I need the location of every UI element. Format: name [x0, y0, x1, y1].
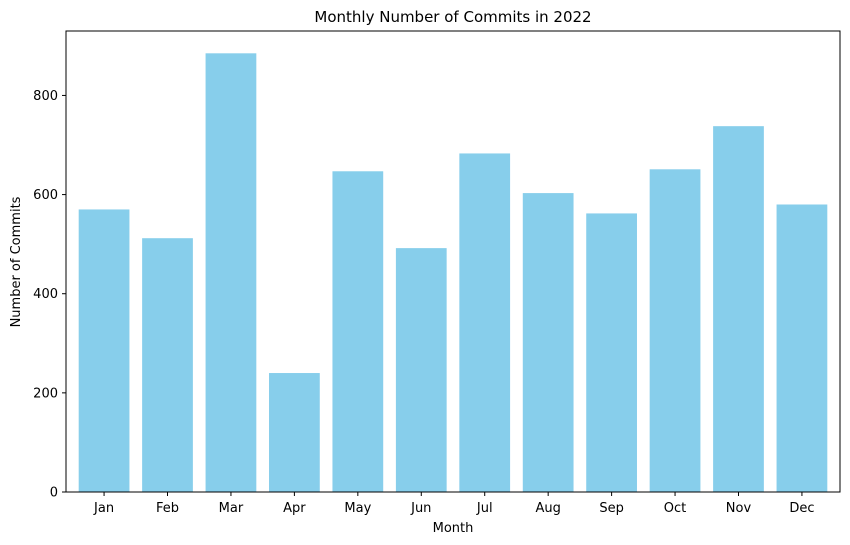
y-axis: 0 200 400 600 800	[33, 89, 66, 501]
x-tick-label: Dec	[789, 501, 814, 516]
bars-group	[78, 53, 828, 493]
plot-frame	[65, 30, 841, 493]
x-tick-label: Jan	[93, 501, 114, 516]
bar-aug	[522, 193, 574, 492]
bar-sep	[586, 213, 637, 493]
bar-jul	[459, 153, 511, 492]
bar-mar	[205, 53, 257, 493]
y-tick-label: 200	[33, 386, 58, 401]
bar-apr	[269, 373, 320, 492]
x-axis-title: Month	[433, 521, 474, 536]
chart-title: Monthly Number of Commits in 2022	[314, 8, 591, 26]
y-tick-label: 0	[50, 486, 58, 501]
bar-nov	[713, 126, 764, 493]
x-tick-label: Feb	[156, 501, 179, 516]
bar-jan	[78, 209, 130, 492]
x-tick-label: Sep	[599, 501, 624, 516]
bar-feb	[142, 238, 193, 492]
x-tick-label: May	[344, 501, 371, 516]
y-tick-label: 400	[33, 287, 58, 302]
y-tick-label: 800	[33, 89, 58, 104]
x-tick-label: Jun	[410, 501, 431, 516]
x-tick-label: Nov	[726, 501, 752, 516]
y-axis-title: Number of Commits	[9, 196, 24, 327]
x-tick-label: Apr	[283, 501, 306, 516]
bar-may	[332, 171, 384, 492]
x-tick-label: Jul	[476, 501, 493, 516]
bar-dec	[776, 204, 828, 493]
x-tick-label: Oct	[664, 501, 686, 516]
bar-oct	[649, 169, 701, 493]
bar-jun	[395, 248, 447, 492]
y-tick-label: 600	[33, 188, 58, 203]
x-tick-label: Aug	[535, 501, 560, 516]
x-tick-label: Mar	[219, 501, 244, 516]
x-axis: Jan Feb Mar Apr May Jun Jul Aug Sep Oct Nov Dec	[93, 492, 815, 516]
